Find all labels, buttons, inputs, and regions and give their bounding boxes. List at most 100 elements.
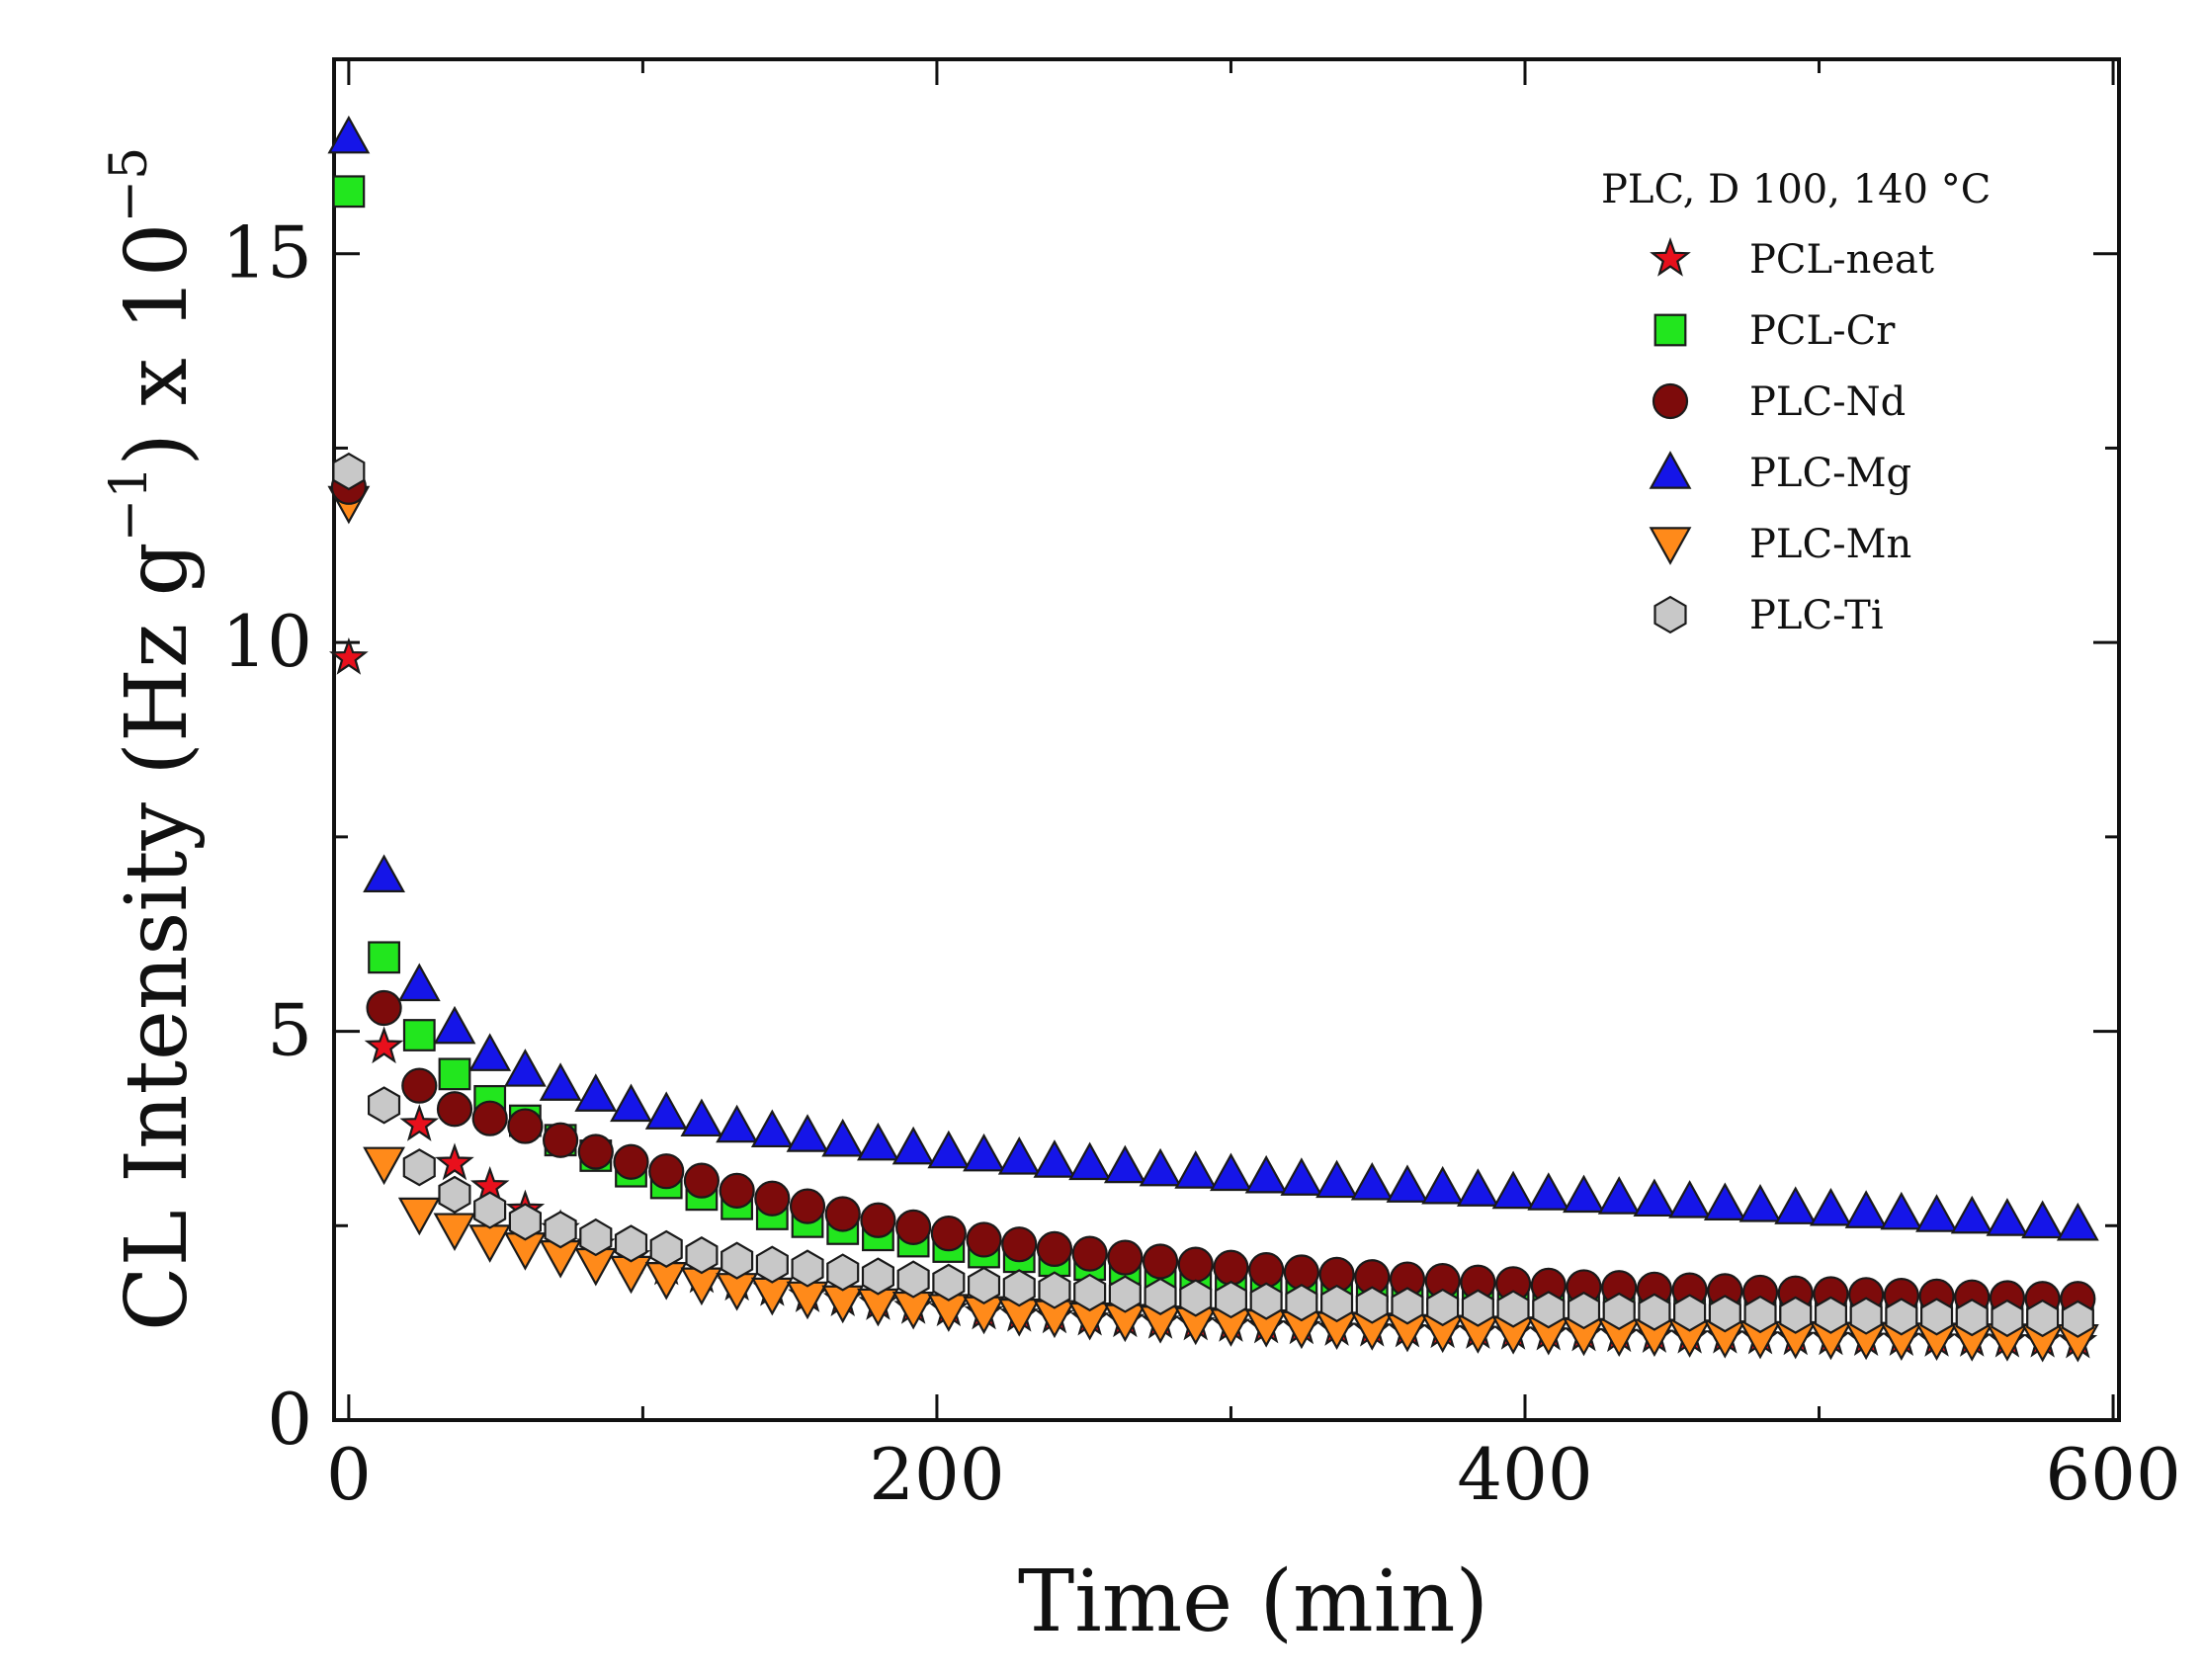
data-point (786, 1281, 829, 1320)
data-point (644, 1262, 688, 1301)
data-point (789, 1188, 826, 1224)
data-point (1249, 1282, 1283, 1320)
data-point (649, 1229, 683, 1268)
data-point (508, 1203, 543, 1241)
data-point (1672, 1294, 1707, 1332)
data-point (1179, 1279, 1213, 1317)
data-point (433, 1213, 476, 1252)
data-point (1391, 1287, 1424, 1325)
data-point (613, 1143, 649, 1180)
data-point (896, 1260, 930, 1299)
data-point (1810, 1187, 1852, 1226)
data-point (1177, 1246, 1214, 1283)
data-point (438, 1175, 471, 1214)
legend-items: PCL-neat PCL-Cr PLC-Nd PLC-Mg PLC-Mn PLC-Ti (1649, 237, 1934, 638)
data-point (1738, 1184, 1782, 1222)
data-point (750, 1277, 794, 1316)
data-point (1355, 1286, 1389, 1324)
data-point (1386, 1164, 1429, 1203)
data-point (719, 1172, 755, 1209)
data-point (544, 1211, 577, 1249)
data-point (1774, 1186, 1818, 1224)
data-point (332, 175, 366, 209)
y-tick-label: 10 (221, 600, 312, 683)
legend-label: PCL-neat (1749, 237, 1934, 283)
data-point (1071, 1235, 1108, 1272)
data-point (402, 1148, 436, 1187)
x-tick-label: 200 (869, 1433, 1004, 1516)
data-point (860, 1202, 896, 1238)
data-point (1319, 1284, 1354, 1323)
data-point (542, 1122, 579, 1158)
data-point (363, 854, 405, 892)
data-point (435, 1142, 474, 1181)
legend-entry: PCL-Cr (1653, 308, 1896, 354)
data-point (1213, 1249, 1249, 1286)
data-point (891, 1126, 935, 1165)
data-point (1036, 1230, 1073, 1267)
data-point (368, 1086, 401, 1125)
data-point (857, 1122, 899, 1161)
data-point (1991, 1299, 2024, 1338)
data-point (1108, 1275, 1142, 1313)
data-point (963, 1133, 1005, 1172)
data-point (574, 1073, 618, 1112)
data-point (821, 1118, 865, 1157)
x-tick-label: 0 (326, 1433, 372, 1516)
data-point (1248, 1252, 1285, 1289)
data-point (1849, 1297, 1883, 1335)
data-point (402, 1019, 436, 1051)
data-point (1001, 1226, 1038, 1263)
data-point (1633, 1178, 1676, 1218)
series-layer (327, 115, 2099, 1363)
data-point (1496, 1290, 1530, 1328)
data-point (786, 1114, 829, 1152)
legend-label: PLC-Ti (1749, 593, 1884, 638)
data-point (1139, 1147, 1182, 1187)
legend-entry: PLC-Mn (1649, 522, 1911, 567)
data-point (438, 1057, 471, 1091)
data-point (1885, 1298, 1918, 1336)
series-plc-mn (327, 485, 2099, 1363)
data-point (1915, 1194, 1958, 1232)
data-point (1919, 1298, 1954, 1336)
x-axis-title: Time (min) (1018, 1553, 1488, 1651)
data-point (683, 1162, 721, 1199)
data-point (468, 1033, 512, 1071)
data-point (1068, 1141, 1112, 1181)
data-point (328, 637, 369, 675)
data-point (685, 1236, 719, 1275)
data-point (1107, 1239, 1144, 1276)
data-point (1814, 1296, 1848, 1334)
x-tick-labels: 0 200 400 600 (326, 1433, 2181, 1516)
legend-marker (1649, 527, 1692, 565)
data-point (1421, 1165, 1465, 1205)
data-point (363, 1146, 405, 1186)
y-axis-title-main: CL Intensity (Hz g (108, 542, 207, 1331)
y-axis-title-exp2: −5 (100, 147, 159, 223)
data-point (366, 989, 402, 1027)
data-point (861, 1257, 895, 1296)
y-axis-title-exp1: −1 (100, 466, 159, 543)
y-axis-title-mid: ) x 10 (108, 223, 207, 466)
data-point (1779, 1296, 1813, 1334)
data-point (471, 1100, 508, 1136)
tick-group (334, 59, 2119, 1422)
data-point (2021, 1200, 2065, 1239)
data-point (967, 1266, 1001, 1304)
data-point (1597, 1176, 1641, 1215)
data-point (2056, 1202, 2099, 1241)
data-point (1144, 1277, 1177, 1315)
data-point (895, 1209, 932, 1245)
data-point (1214, 1280, 1248, 1319)
legend-title: PLC, D 100, 140 °C (1601, 167, 1991, 212)
data-point (401, 1067, 438, 1104)
data-point (930, 1216, 967, 1252)
legend-marker (1653, 313, 1687, 347)
data-point (1426, 1288, 1460, 1327)
data-point (610, 1083, 652, 1123)
legend-entry: PLC-Ti (1653, 593, 1884, 638)
x-tick-label: 400 (1457, 1433, 1592, 1516)
data-point (327, 115, 371, 154)
data-point (1073, 1273, 1107, 1312)
